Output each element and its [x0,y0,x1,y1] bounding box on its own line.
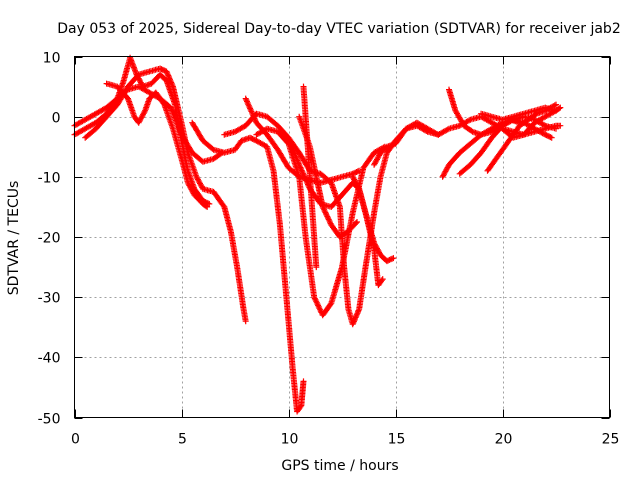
y-tick-label: -50 [38,412,61,428]
data-point [141,109,148,115]
y-tick-label: 10 [43,51,61,67]
y-tick-label: -40 [38,351,61,367]
x-tick-label: 0 [71,432,80,448]
data-point [354,219,360,225]
x-tick-label: 15 [388,432,406,448]
data-point [327,301,334,308]
data-point [551,102,558,109]
series-sat-l [349,173,397,265]
y-tick-label: -10 [38,171,61,187]
x-tick-label: 20 [495,432,513,448]
series-sat-e [189,119,307,415]
data-point [444,126,451,133]
y-tick-label: -30 [38,291,61,307]
data-point [556,105,563,112]
chart-title: Day 053 of 2025, Sidereal Day-to-day VTE… [57,21,620,37]
data-point [551,108,558,115]
data-point [203,203,210,210]
data-point [378,277,385,284]
x-axis-label: GPS time / hours [281,458,398,474]
data-point [352,220,359,227]
data-marks [71,54,564,415]
data-point [204,203,211,210]
data-point [379,276,386,283]
data-point [548,134,555,141]
data-point [466,117,473,124]
data-point [553,101,559,108]
y-tick-label: -20 [38,231,61,247]
data-point [553,125,559,132]
series-sat-d [103,80,211,210]
axis-ticks: -50 -40 -30 -20 -10 0 10 0 5 10 15 20 25 [38,51,620,448]
series-sat-s [499,107,559,141]
data-point [297,403,304,410]
data-point [220,202,227,209]
data-point [532,111,539,118]
y-tick-label: 0 [52,111,61,127]
data-point [541,121,547,128]
data-point [423,128,430,134]
x-tick-label: 25 [602,432,620,448]
data-point [557,122,564,129]
series-sat-c [82,65,249,325]
y-axis-label: SDTVAR / TECUs [6,181,22,296]
data-point [390,255,397,262]
x-tick-label: 5 [178,432,187,448]
data-point [313,264,320,271]
data-point [300,378,307,385]
data-point [242,318,249,325]
gridlines [74,56,610,418]
plot-frame [74,56,610,418]
data-point [323,210,329,217]
series-sat-r [484,101,559,174]
data-point [557,104,564,111]
series-sat-k [300,83,320,271]
x-tick-label: 10 [281,432,299,448]
data-point [553,107,559,114]
